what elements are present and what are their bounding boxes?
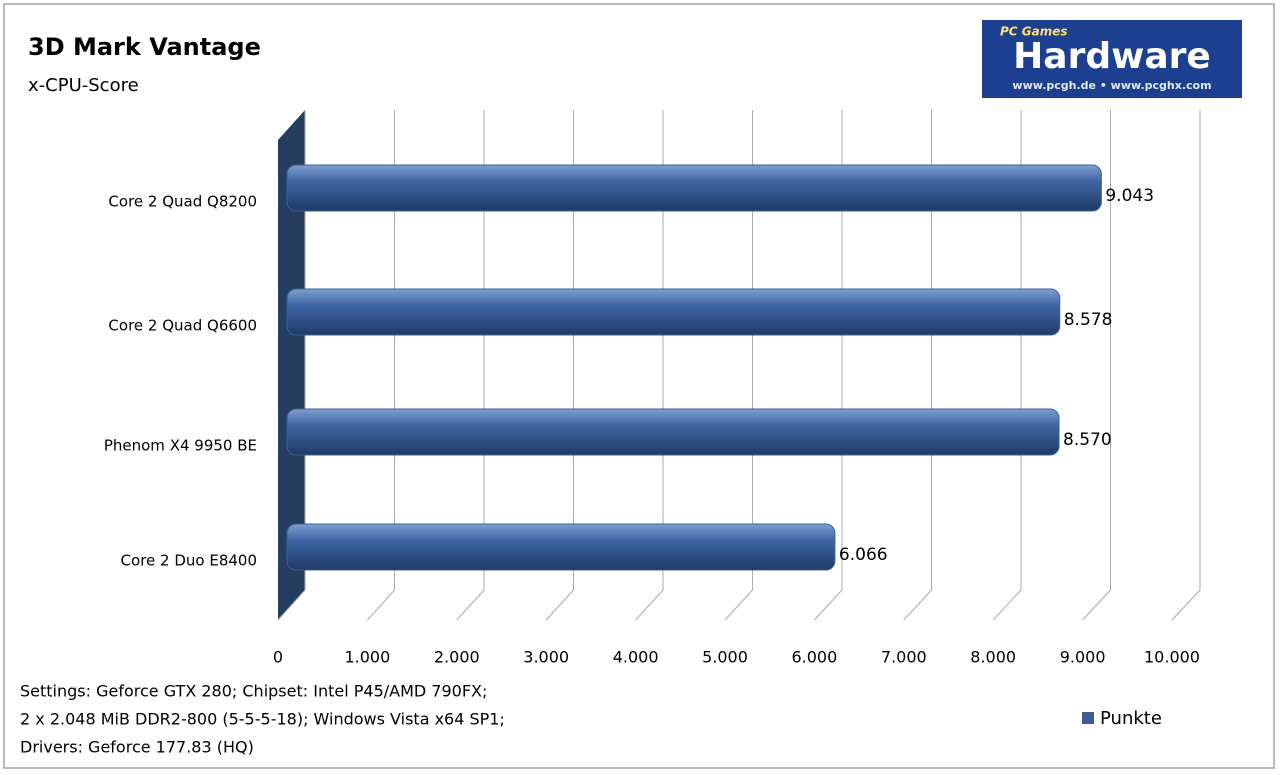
grid-line bbox=[277, 110, 306, 621]
y-tick-label: Core 2 Quad Q6600 bbox=[108, 317, 257, 335]
grid-line bbox=[992, 110, 1022, 621]
value-label: 8.570 bbox=[1063, 430, 1112, 450]
grid-line bbox=[367, 110, 395, 621]
x-tick-label: 7.000 bbox=[881, 648, 927, 667]
grid-line bbox=[1171, 110, 1201, 621]
bar bbox=[286, 164, 1102, 212]
grid-line bbox=[456, 110, 485, 621]
chart-subtitle: x-CPU-Score bbox=[28, 75, 139, 96]
x-tick-label: 1.000 bbox=[344, 648, 390, 667]
legend-label: Punkte bbox=[1100, 708, 1162, 729]
grid-line bbox=[724, 110, 753, 621]
grid-line bbox=[814, 110, 843, 621]
grid-line bbox=[903, 110, 932, 621]
grid-line bbox=[635, 110, 664, 621]
x-tick-label: 0 bbox=[273, 648, 283, 667]
logo-main: Hardware bbox=[1013, 36, 1211, 77]
value-label: 6.066 bbox=[839, 545, 888, 565]
chart-title: 3D Mark Vantage bbox=[28, 33, 261, 61]
logo: PC Games Hardware www.pcgh.de • www.pcgh… bbox=[982, 20, 1242, 98]
logo-url: www.pcgh.de • www.pcghx.com bbox=[1012, 79, 1211, 92]
y-tick-label: Phenom X4 9950 BE bbox=[104, 437, 257, 455]
grid-line bbox=[545, 110, 574, 621]
x-tick-label: 5.000 bbox=[702, 648, 748, 667]
x-tick-label: 6.000 bbox=[791, 648, 837, 667]
x-tick-label: 10.000 bbox=[1144, 648, 1200, 667]
y-tick-label: Core 2 Quad Q8200 bbox=[108, 193, 257, 211]
footnote: Settings: Geforce GTX 280; Chipset: Inte… bbox=[20, 682, 487, 701]
x-tick-label: 9.000 bbox=[1060, 648, 1106, 667]
bar bbox=[286, 523, 836, 571]
y-tick-label: Core 2 Duo E8400 bbox=[121, 552, 257, 570]
grid-line bbox=[1082, 110, 1111, 621]
bar bbox=[286, 408, 1060, 456]
value-label: 9.043 bbox=[1105, 186, 1154, 206]
frame bbox=[3, 3, 1275, 769]
bar bbox=[286, 288, 1061, 336]
x-tick-label: 8.000 bbox=[970, 648, 1016, 667]
footnote: 2 x 2.048 MiB DDR2-800 (5-5-5-18); Windo… bbox=[20, 710, 505, 729]
value-label: 8.578 bbox=[1064, 310, 1113, 330]
footnote: Drivers: Geforce 177.83 (HQ) bbox=[20, 738, 254, 757]
side-wall bbox=[278, 110, 305, 620]
x-tick-label: 3.000 bbox=[523, 648, 569, 667]
legend-swatch bbox=[1082, 712, 1094, 724]
logo-top: PC Games bbox=[1000, 25, 1068, 39]
x-tick-label: 4.000 bbox=[613, 648, 659, 667]
logo-box bbox=[982, 20, 1242, 98]
x-tick-label: 2.000 bbox=[434, 648, 480, 667]
